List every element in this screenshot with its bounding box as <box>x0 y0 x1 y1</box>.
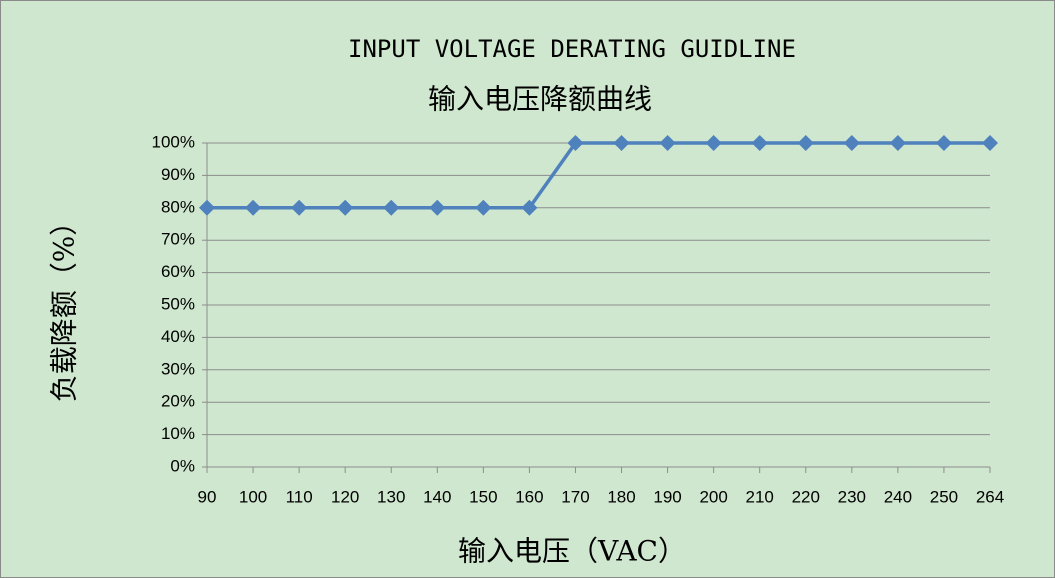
y-tick-label: 80% <box>161 197 195 216</box>
data-point <box>199 199 215 216</box>
x-tick-label: 250 <box>930 487 958 506</box>
x-tick-label: 140 <box>423 487 451 506</box>
data-point <box>843 135 860 151</box>
data-point <box>567 135 584 151</box>
x-tick-label: 220 <box>792 487 820 506</box>
data-point <box>337 199 354 216</box>
x-axis-label: 输入电压（VAC） <box>458 535 686 568</box>
y-tick-label: 30% <box>161 359 195 378</box>
x-tick-label: 110 <box>286 487 313 506</box>
y-tick-label: 40% <box>161 327 195 346</box>
data-point <box>429 199 446 216</box>
y-tick-label: 70% <box>161 230 195 249</box>
y-tick-label: 100% <box>152 132 195 151</box>
y-tick-label: 10% <box>161 424 195 443</box>
y-tick-label: 90% <box>161 165 195 184</box>
x-tick-label: 130 <box>377 487 405 506</box>
y-axis-label: 负载降额（%） <box>48 208 81 403</box>
y-tick-label: 0% <box>170 456 195 475</box>
data-point <box>889 135 906 151</box>
data-point <box>935 135 952 151</box>
chart-title: INPUT VOLTAGE DERATING GUIDLINE <box>348 35 796 63</box>
x-tick-label: 190 <box>653 487 681 506</box>
x-tick-label: 100 <box>239 487 267 506</box>
data-point <box>521 199 538 216</box>
x-tick-label: 240 <box>884 487 912 506</box>
x-tick-label: 170 <box>561 487 589 506</box>
x-tick-label: 210 <box>746 487 774 506</box>
x-tick-label: 200 <box>699 487 727 506</box>
data-point <box>245 199 262 216</box>
x-tick-label: 264 <box>976 487 1004 506</box>
data-point <box>797 135 814 151</box>
data-point <box>475 199 492 216</box>
x-tick-label: 180 <box>607 487 635 506</box>
x-tick-label: 150 <box>469 487 497 506</box>
y-tick-label: 50% <box>161 294 195 313</box>
data-point <box>613 135 630 151</box>
data-point <box>751 135 768 151</box>
data-point <box>383 199 400 216</box>
data-point <box>291 199 308 216</box>
chart-subtitle: 输入电压降额曲线 <box>428 83 652 116</box>
x-tick-label: 120 <box>331 487 359 506</box>
data-point <box>705 135 722 151</box>
data-point <box>982 135 998 151</box>
y-tick-label: 60% <box>161 262 195 281</box>
x-tick-label: 90 <box>198 487 217 506</box>
x-tick-label: 160 <box>515 487 543 506</box>
data-point <box>659 135 676 151</box>
x-tick-label: 230 <box>838 487 866 506</box>
y-tick-label: 20% <box>161 392 195 411</box>
